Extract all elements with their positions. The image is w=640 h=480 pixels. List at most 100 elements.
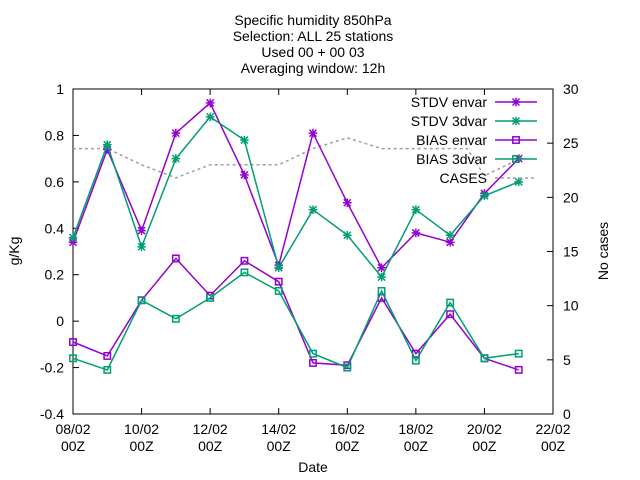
- series-bias-3dvar: [69, 268, 523, 374]
- square-marker: [240, 268, 249, 277]
- y-tick-label: 0: [56, 313, 64, 329]
- series-line: [72, 271, 519, 371]
- x-tick-label-time: 00Z: [267, 438, 292, 454]
- series-line: [72, 101, 520, 270]
- square-marker: [69, 338, 77, 346]
- x-tick-label-time: 00Z: [404, 438, 429, 454]
- star-marker: [102, 140, 112, 150]
- legend-label: STDV envar: [411, 94, 488, 110]
- y-axis-label: g/Kg: [6, 237, 22, 266]
- square-marker: [512, 155, 520, 163]
- series-cases: [73, 137, 520, 179]
- x-tick-label: 14/02: [261, 421, 296, 437]
- y2-tick-label: 20: [563, 189, 579, 205]
- star-marker: [511, 116, 521, 126]
- star-marker: [240, 135, 249, 145]
- star-marker: [411, 228, 421, 238]
- x-tick-label-time: 00Z: [541, 438, 566, 454]
- square-marker: [512, 136, 520, 144]
- star-marker: [171, 154, 181, 163]
- star-marker: [411, 205, 421, 215]
- star-marker: [377, 272, 386, 282]
- star-marker: [240, 170, 249, 180]
- star-marker: [137, 226, 146, 235]
- x-tick-label: 20/02: [467, 421, 502, 437]
- axes: -0.4-0.200.20.40.60.8105101520253008/020…: [40, 81, 579, 454]
- y-tick-label: 1: [56, 81, 64, 97]
- star-marker: [445, 237, 455, 247]
- series-line: [73, 137, 520, 179]
- y-tick-label: 0.8: [45, 127, 65, 143]
- x-tick-label-time: 00Z: [335, 438, 360, 454]
- x-axis-label: Date: [298, 459, 328, 475]
- title-line: Specific humidity 850hPa: [234, 12, 391, 28]
- series-group: [68, 98, 524, 374]
- square-marker: [69, 354, 77, 363]
- square-marker: [343, 363, 352, 372]
- star-marker: [480, 191, 489, 201]
- y-tick-label: 0.6: [45, 174, 65, 190]
- square-marker: [480, 354, 489, 363]
- square-marker: [171, 314, 180, 323]
- y-tick-label: -0.4: [40, 406, 64, 422]
- y2-axis-label: No cases: [595, 222, 611, 280]
- legend-label: CASES: [440, 170, 487, 186]
- star-marker: [342, 230, 352, 240]
- square-marker: [377, 287, 386, 295]
- legend-label: STDV 3dvar: [411, 113, 488, 129]
- title-line: Used 00 + 00 03: [261, 44, 364, 60]
- series-line: [72, 115, 519, 279]
- star-marker: [511, 97, 521, 107]
- y2-tick-label: 30: [563, 81, 579, 97]
- square-marker: [171, 254, 180, 263]
- series-stdv-3dvar: [68, 112, 524, 282]
- square-marker: [240, 256, 249, 265]
- x-tick-label-time: 00Z: [130, 438, 155, 454]
- y-tick-label: 0.4: [45, 220, 65, 236]
- x-tick-label: 22/02: [535, 421, 570, 437]
- star-marker: [274, 263, 284, 273]
- x-tick-label: 08/02: [55, 421, 90, 437]
- square-marker: [137, 296, 146, 305]
- square-marker: [446, 298, 455, 307]
- square-marker: [206, 293, 215, 302]
- square-marker: [514, 365, 523, 374]
- series-line: [72, 257, 519, 371]
- x-tick-label: 18/02: [398, 421, 433, 437]
- star-marker: [205, 112, 215, 122]
- y2-tick-label: 15: [563, 244, 579, 260]
- star-marker: [68, 233, 78, 242]
- x-tick-label: 10/02: [124, 421, 159, 437]
- square-marker: [309, 358, 317, 367]
- star-marker: [308, 128, 318, 138]
- star-marker: [377, 263, 386, 273]
- title-line: Averaging window: 12h: [241, 60, 386, 76]
- square-marker: [309, 349, 317, 358]
- star-marker: [342, 198, 352, 208]
- square-marker: [446, 310, 455, 319]
- square-marker: [274, 277, 283, 286]
- star-marker: [308, 205, 318, 215]
- y2-tick-label: 0: [563, 406, 571, 422]
- legend-label: BIAS envar: [416, 132, 487, 148]
- x-tick-label-time: 00Z: [198, 438, 223, 454]
- x-tick-label-time: 00Z: [472, 438, 497, 454]
- y2-tick-label: 5: [563, 352, 571, 368]
- star-marker: [137, 242, 146, 252]
- star-marker: [514, 177, 524, 187]
- series-bias-envar: [69, 254, 523, 374]
- y2-tick-label: 25: [563, 135, 579, 151]
- y2-tick-label: 10: [563, 298, 579, 314]
- legend-label: BIAS 3dvar: [416, 151, 487, 167]
- x-tick-label-time: 00Z: [61, 438, 86, 454]
- square-marker: [103, 365, 112, 374]
- star-marker: [205, 98, 215, 108]
- square-marker: [411, 356, 420, 365]
- square-marker: [514, 349, 523, 358]
- legend: STDV envar STDV 3dvar BIAS envar BIAS 3dvar…: [411, 94, 537, 186]
- title-line: Selection: ALL 25 stations: [233, 28, 394, 44]
- square-marker: [274, 287, 283, 295]
- y-tick-label: 0.2: [45, 267, 65, 283]
